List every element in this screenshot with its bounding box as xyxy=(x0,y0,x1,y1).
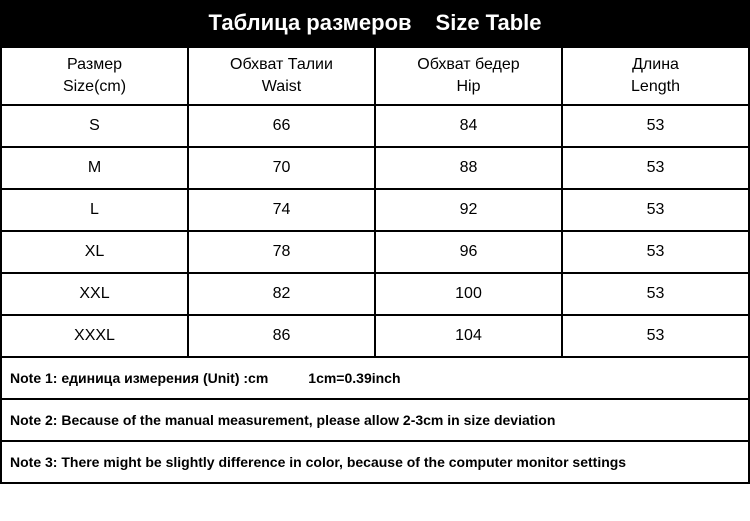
cell-hip: 96 xyxy=(375,231,562,273)
col-waist: Обхват Талии Waist xyxy=(188,47,375,105)
cell-size: M xyxy=(1,147,188,189)
cell-size: XXL xyxy=(1,273,188,315)
cell-hip: 92 xyxy=(375,189,562,231)
cell-length: 53 xyxy=(562,273,749,315)
cell-length: 53 xyxy=(562,189,749,231)
cell-size: XL xyxy=(1,231,188,273)
cell-length: 53 xyxy=(562,105,749,147)
header-row: Размер Size(cm) Обхват Талии Waist Обхва… xyxy=(1,47,749,105)
title-ru: Таблица размеров xyxy=(208,10,411,35)
cell-size: S xyxy=(1,105,188,147)
cell-size: L xyxy=(1,189,188,231)
col-length: Длина Length xyxy=(562,47,749,105)
cell-hip: 88 xyxy=(375,147,562,189)
table-row: M 70 88 53 xyxy=(1,147,749,189)
cell-waist: 70 xyxy=(188,147,375,189)
col-hip: Обхват бедер Hip xyxy=(375,47,562,105)
cell-waist: 78 xyxy=(188,231,375,273)
cell-waist: 66 xyxy=(188,105,375,147)
table-row: XXL 82 100 53 xyxy=(1,273,749,315)
table-title-bar: Таблица размеров Size Table xyxy=(0,0,750,46)
title-en: Size Table xyxy=(436,10,542,35)
col-size: Размер Size(cm) xyxy=(1,47,188,105)
cell-hip: 84 xyxy=(375,105,562,147)
note-2: Note 2: Because of the manual measuremen… xyxy=(2,400,748,442)
cell-waist: 82 xyxy=(188,273,375,315)
table-row: L 74 92 53 xyxy=(1,189,749,231)
cell-length: 53 xyxy=(562,231,749,273)
cell-waist: 74 xyxy=(188,189,375,231)
size-table-container: Таблица размеров Size Table Размер Size(c… xyxy=(0,0,750,521)
cell-size: XXXL xyxy=(1,315,188,357)
table-row: XL 78 96 53 xyxy=(1,231,749,273)
size-table: Размер Size(cm) Обхват Талии Waist Обхва… xyxy=(0,46,750,358)
cell-hip: 104 xyxy=(375,315,562,357)
cell-waist: 86 xyxy=(188,315,375,357)
note-1: Note 1: единица измерения (Unit) :cm1cm=… xyxy=(2,358,748,400)
notes-section: Note 1: единица измерения (Unit) :cm1cm=… xyxy=(0,358,750,484)
cell-hip: 100 xyxy=(375,273,562,315)
table-row: S 66 84 53 xyxy=(1,105,749,147)
note-3: Note 3: There might be slightly differen… xyxy=(2,442,748,482)
table-row: XXXL 86 104 53 xyxy=(1,315,749,357)
cell-length: 53 xyxy=(562,147,749,189)
cell-length: 53 xyxy=(562,315,749,357)
